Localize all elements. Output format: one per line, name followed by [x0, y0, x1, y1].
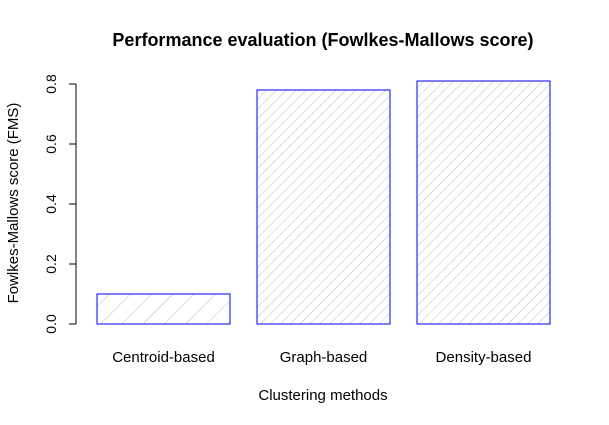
y-tick-label: 0.6 [43, 134, 59, 154]
chart-title: Performance evaluation (Fowlkes-Mallows … [112, 30, 533, 50]
bar-density-based [416, 80, 551, 325]
y-tick-label: 0.0 [43, 314, 59, 334]
bars [96, 80, 551, 325]
y-tick-label: 0.2 [43, 254, 59, 274]
x-tick-label: Density-based [436, 349, 532, 366]
y-tick-label: 0.4 [43, 194, 59, 214]
x-axis-label: Clustering methods [258, 387, 387, 404]
x-tick-label: Centroid-based [112, 349, 215, 366]
bar-centroid-based [96, 293, 231, 325]
y-axis-label: Fowlkes-Mallows score (FMS) [5, 103, 22, 304]
x-tick-label: Graph-based [280, 349, 368, 366]
x-category-labels: Centroid-based Graph-based Density-based [112, 349, 531, 366]
bar-graph-based [256, 89, 391, 325]
y-tick-label: 0.8 [43, 74, 59, 94]
y-axis: 0.0 0.2 0.4 0.6 0.8 [43, 74, 77, 334]
